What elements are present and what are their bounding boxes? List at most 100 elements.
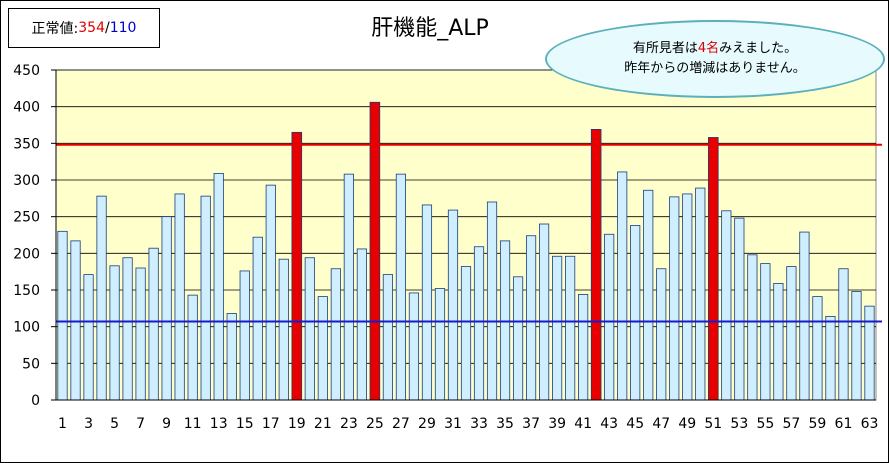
bar: [70, 240, 81, 401]
bar: [473, 246, 485, 401]
bar: [148, 247, 159, 401]
bar: [317, 296, 328, 401]
bar: [682, 193, 693, 401]
y-tick-label: 100: [13, 320, 40, 336]
bar: [447, 209, 459, 401]
bar: [252, 236, 263, 401]
bar: [825, 315, 836, 401]
bar: [408, 292, 420, 401]
bar: [669, 196, 680, 401]
bar: [630, 225, 641, 401]
bar: [773, 282, 784, 401]
x-tick-label: 39: [548, 416, 566, 432]
bar: [604, 233, 615, 401]
bar: [278, 258, 289, 401]
normal-range-box: 正常値: 354/110: [8, 8, 160, 48]
normal-separator: /: [105, 20, 110, 36]
note-line-1: 有所見者は4名みえました。: [633, 39, 797, 59]
bar: [187, 294, 198, 401]
x-tick-label: 35: [496, 416, 514, 432]
x-tick-label: 37: [522, 416, 540, 432]
note-line-1-post: みえました。: [719, 41, 798, 56]
bar-abnormal: [590, 128, 602, 401]
x-tick-label: 5: [110, 416, 119, 432]
x-tick-label: 61: [835, 416, 853, 432]
bar: [304, 257, 315, 401]
x-tick-label: 33: [470, 416, 488, 432]
bar: [747, 254, 758, 401]
y-tick-label: 0: [31, 393, 40, 409]
bar: [838, 268, 849, 401]
x-tick-label: 19: [288, 416, 306, 432]
bar: [161, 216, 172, 401]
x-tick-label: 15: [236, 416, 254, 432]
bar: [460, 266, 472, 401]
bar: [617, 171, 628, 401]
bar: [135, 267, 146, 401]
bar: [851, 291, 862, 401]
bar: [57, 230, 68, 401]
note-line-1-pre: 有所見者は: [632, 41, 698, 56]
normal-range-label: 正常値:: [31, 21, 79, 37]
bar: [486, 201, 498, 401]
x-tick-label: 27: [392, 416, 410, 432]
bar: [721, 210, 732, 401]
x-tick-label: 31: [444, 416, 462, 432]
bar: [812, 296, 823, 401]
x-tick-label: 9: [162, 416, 171, 432]
bar: [200, 195, 211, 401]
bar: [552, 255, 563, 401]
normal-lower-value: 110: [109, 20, 137, 36]
x-tick-label: 43: [600, 416, 618, 432]
note-count-highlight: 4名: [697, 41, 720, 56]
x-tick-label: 53: [730, 416, 748, 432]
x-tick-label: 21: [314, 416, 332, 432]
bar: [565, 255, 576, 401]
bar: [499, 240, 511, 401]
bar: [539, 223, 550, 401]
bar: [760, 263, 771, 401]
bar: [434, 288, 446, 401]
bar: [734, 217, 745, 401]
y-tick-label: 200: [13, 246, 40, 262]
x-tick-label: 41: [574, 416, 592, 432]
x-tick-label: 63: [861, 416, 879, 432]
x-tick-label: 11: [184, 416, 202, 432]
y-tick-label: 150: [13, 283, 40, 299]
bar-abnormal: [291, 131, 303, 401]
bar: [83, 274, 94, 401]
x-tick-label: 47: [652, 416, 670, 432]
x-tick-label: 17: [262, 416, 280, 432]
y-tick-label: 50: [22, 356, 40, 372]
bar: [96, 195, 107, 401]
y-tick-label: 350: [13, 136, 40, 152]
y-tick-label: 400: [13, 100, 40, 116]
bar: [395, 173, 407, 401]
bar: [864, 305, 875, 401]
x-tick-label: 13: [210, 416, 228, 432]
bar: [578, 293, 589, 401]
bar: [239, 270, 250, 401]
bar: [525, 235, 537, 401]
bar: [656, 268, 667, 401]
bar: [786, 266, 797, 401]
bar: [265, 184, 276, 401]
bar: [356, 248, 367, 401]
y-tick-label: 450: [13, 63, 40, 79]
bar-abnormal: [369, 101, 381, 401]
x-tick-label: 51: [704, 416, 722, 432]
bar: [343, 173, 354, 401]
chart-title: 肝機能_ALP: [371, 16, 489, 41]
bar: [213, 172, 224, 401]
bar: [174, 193, 185, 401]
x-tick-label: 7: [136, 416, 145, 432]
x-tick-label: 3: [84, 416, 93, 432]
bar: [512, 276, 524, 401]
bar: [643, 189, 654, 401]
x-tick-label: 29: [418, 416, 436, 432]
bar: [226, 313, 237, 401]
x-tick-label: 49: [678, 416, 696, 432]
x-tick-label: 57: [782, 416, 800, 432]
x-tick-label: 55: [756, 416, 774, 432]
